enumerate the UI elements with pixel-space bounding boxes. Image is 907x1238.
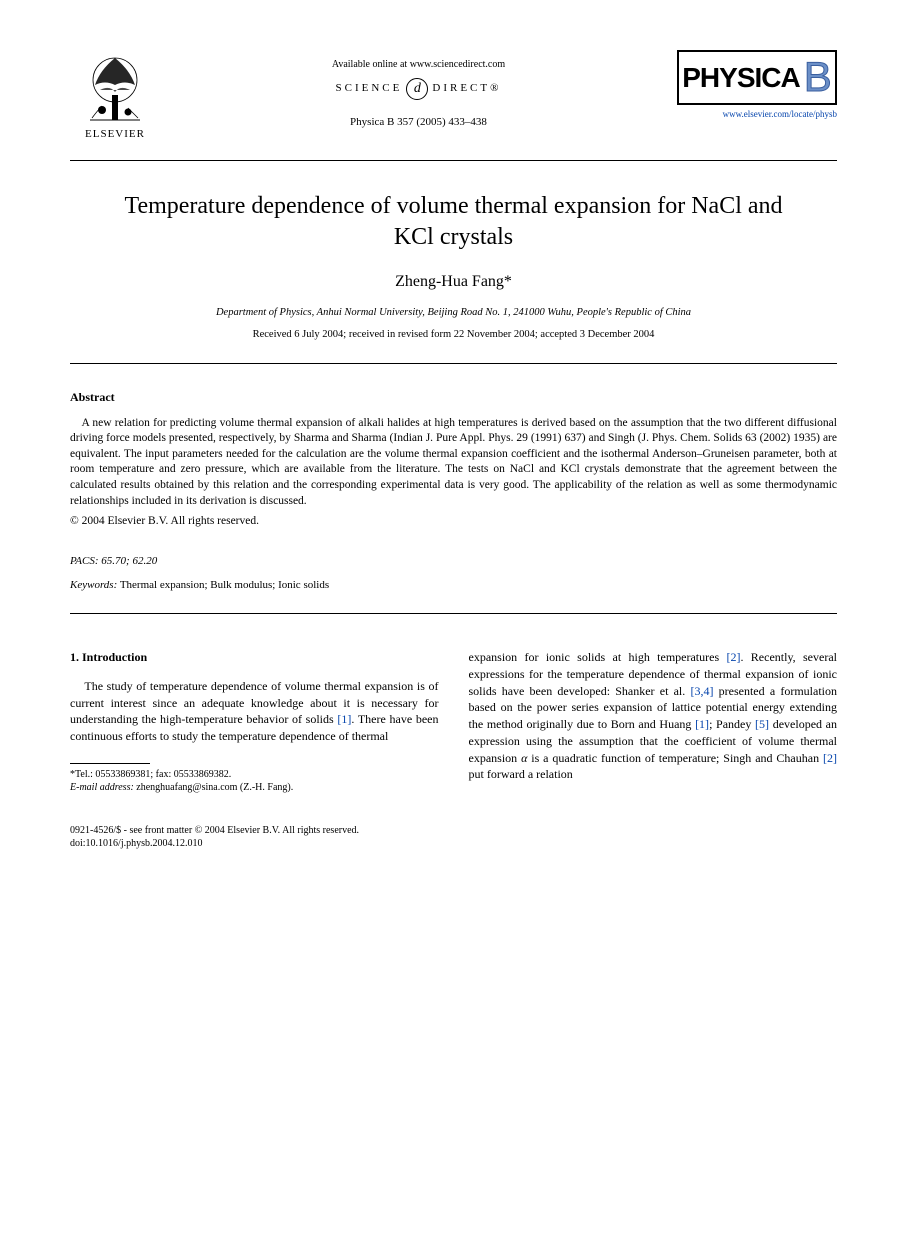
- article-dates: Received 6 July 2004; received in revise…: [70, 328, 837, 343]
- keywords-label: Keywords:: [70, 579, 117, 591]
- ref-link-34[interactable]: [3,4]: [690, 684, 713, 698]
- email-address: zhenghuafang@sina.com (Z.-H. Fang).: [136, 782, 293, 793]
- author-name: Zheng-Hua Fang*: [70, 271, 837, 293]
- physica-logo-main: PHYSICA: [682, 58, 799, 97]
- ref-link-1b[interactable]: [1]: [695, 717, 709, 731]
- journal-reference: Physica B 357 (2005) 433–438: [160, 115, 677, 130]
- publisher-name: ELSEVIER: [85, 127, 145, 142]
- physica-logo-b: B: [804, 48, 832, 107]
- keywords-line: Keywords: Thermal expansion; Bulk modulu…: [70, 578, 837, 593]
- header-row: ELSEVIER Available online at www.science…: [70, 50, 837, 150]
- abstract-section: Abstract A new relation for predicting v…: [70, 389, 837, 529]
- author-affiliation: Department of Physics, Anhui Normal Univ…: [70, 306, 837, 321]
- sd-left: SCIENCE: [336, 81, 403, 96]
- ref-link-2b[interactable]: [2]: [823, 751, 837, 765]
- journal-url[interactable]: www.elsevier.com/locate/physb: [723, 108, 837, 121]
- footer-info: 0921-4526/$ - see front matter © 2004 El…: [70, 824, 837, 850]
- right-header-col: PHYSICA B www.elsevier.com/locate/physb: [677, 50, 837, 121]
- email-label: E-mail address:: [70, 782, 134, 793]
- corresponding-footnote: *Tel.: 05533869381; fax: 05533869382. E-…: [70, 768, 439, 794]
- sd-at-icon: d: [406, 78, 428, 100]
- body-columns: 1. Introduction The study of temperature…: [70, 649, 837, 794]
- sd-right: DIRECT®: [432, 81, 501, 96]
- abstract-heading: Abstract: [70, 389, 837, 406]
- pacs-line: PACS: 65.70; 62.20: [70, 554, 837, 569]
- pacs-codes: 65.70; 62.20: [101, 555, 157, 567]
- rule-above-abstract: [70, 363, 837, 364]
- pacs-label: PACS:: [70, 555, 99, 567]
- header-rule: [70, 160, 837, 161]
- physica-logo: PHYSICA B: [677, 50, 837, 105]
- right-column: expansion for ionic solids at high tempe…: [469, 649, 838, 794]
- doi-line: doi:10.1016/j.physb.2004.12.010: [70, 837, 837, 850]
- available-online-text: Available online at www.sciencedirect.co…: [160, 58, 677, 72]
- ref-link-5[interactable]: [5]: [755, 717, 769, 731]
- rule-below-keywords: [70, 613, 837, 614]
- elsevier-tree-icon: [80, 50, 150, 125]
- sciencedirect-logo: SCIENCE d DIRECT®: [160, 78, 677, 100]
- intro-paragraph-left: The study of temperature dependence of v…: [70, 678, 439, 745]
- section-heading: 1. Introduction: [70, 649, 439, 666]
- issn-line: 0921-4526/$ - see front matter © 2004 El…: [70, 824, 837, 837]
- abstract-text: A new relation for predicting volume the…: [70, 416, 837, 509]
- ref-link-1[interactable]: [1]: [337, 712, 351, 726]
- footnote-separator: [70, 763, 150, 764]
- copyright-text: © 2004 Elsevier B.V. All rights reserved…: [70, 513, 837, 529]
- center-header: Available online at www.sciencedirect.co…: [160, 50, 677, 130]
- ref-link-2[interactable]: [2]: [726, 650, 740, 664]
- intro-paragraph-right: expansion for ionic solids at high tempe…: [469, 649, 838, 783]
- elsevier-logo: ELSEVIER: [70, 50, 160, 150]
- footnote-tel: *Tel.: 05533869381; fax: 05533869382.: [70, 768, 439, 781]
- article-title: Temperature dependence of volume thermal…: [110, 191, 797, 253]
- keywords-text: Thermal expansion; Bulk modulus; Ionic s…: [120, 579, 329, 591]
- left-column: 1. Introduction The study of temperature…: [70, 649, 439, 794]
